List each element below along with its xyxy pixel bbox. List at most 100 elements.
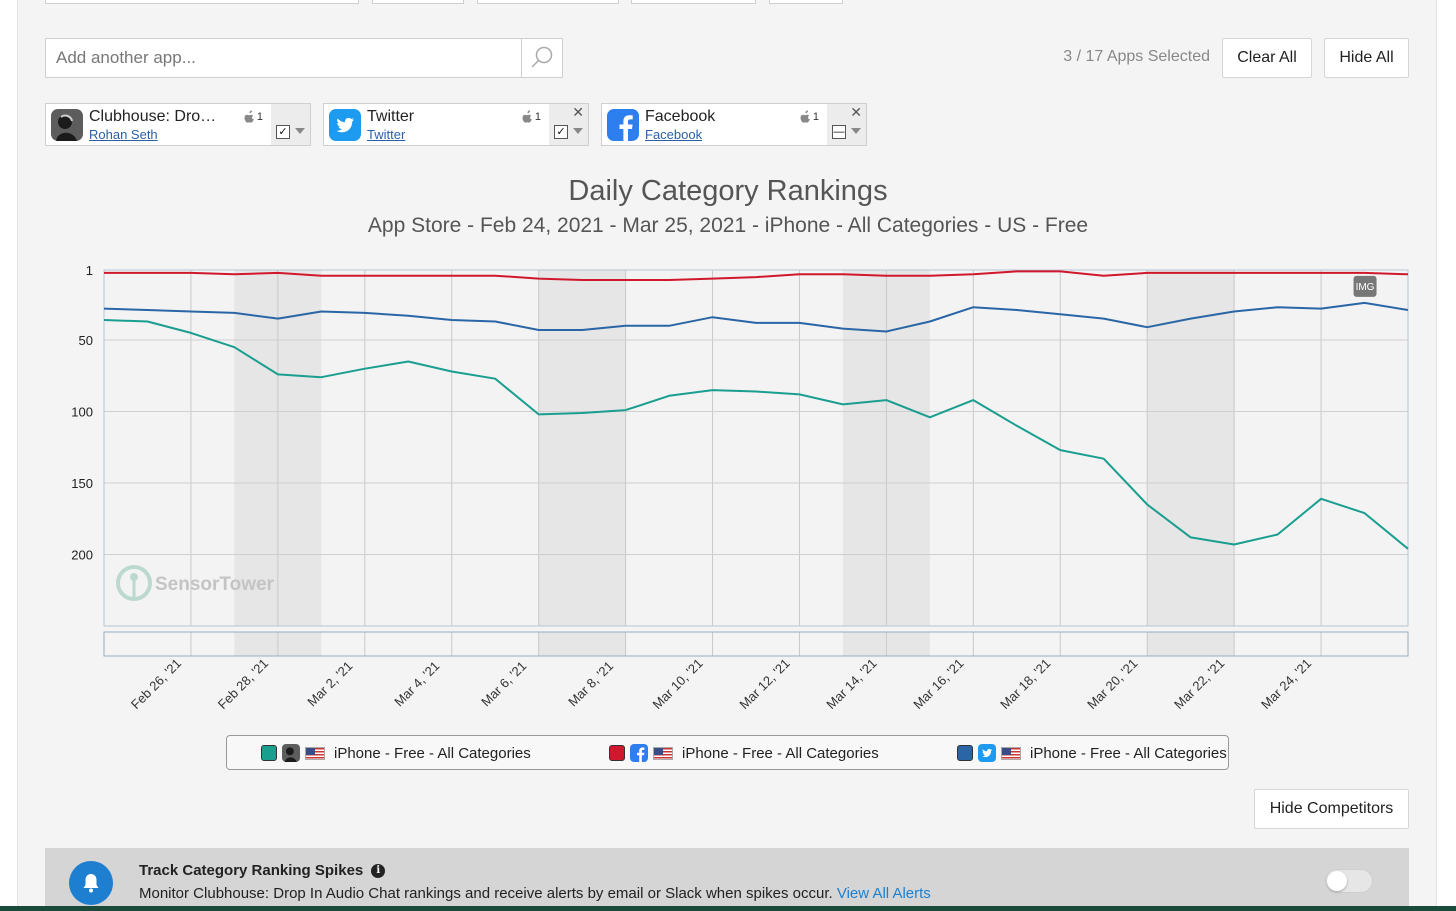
app-name: Twitter — [367, 108, 415, 125]
app-visibility-checkbox[interactable]: ✓ — [276, 125, 290, 139]
app-chip-clubhouse[interactable]: Clubhouse: Dro… Rohan Seth 1 ✓ — [45, 103, 311, 146]
app-store-badge: 1 — [243, 110, 263, 123]
close-icon[interactable]: ✕ — [572, 104, 584, 120]
x-axis-label: Mar 10, '21 — [649, 656, 705, 712]
alert-description: Monitor Clubhouse: Drop In Audio Chat ra… — [139, 885, 931, 902]
us-flag-icon — [653, 746, 673, 760]
store-rank: 1 — [256, 110, 263, 123]
y-axis-label: 100 — [71, 405, 93, 420]
x-axis-label: Mar 18, '21 — [997, 656, 1053, 712]
app-name: Facebook — [645, 108, 716, 125]
app-visibility-checkbox[interactable]: — — [832, 125, 846, 139]
clear-all-button[interactable]: Clear All — [1222, 38, 1312, 78]
app-developer-link[interactable]: Twitter — [367, 127, 406, 142]
y-axis-label: 1 — [86, 263, 93, 278]
page-left-margin — [0, 0, 18, 911]
top-filter-box[interactable] — [477, 0, 619, 4]
app-store-badge: 1 — [799, 110, 819, 123]
apple-icon — [800, 110, 810, 123]
y-axis-label: 50 — [79, 333, 93, 348]
close-icon[interactable]: ✕ — [850, 104, 862, 120]
facebook-app-icon — [607, 109, 639, 141]
top-filter-box[interactable] — [45, 0, 359, 4]
x-axis-label: Mar 4, '21 — [391, 658, 442, 709]
x-axis-label: Mar 16, '21 — [910, 656, 966, 712]
alert-text: Monitor Clubhouse: Drop In Audio Chat ra… — [139, 885, 833, 902]
app-chip-body: Facebook Facebook 1 — [602, 104, 828, 145]
weekend-band — [1147, 270, 1235, 626]
app-chip-twitter[interactable]: Twitter Twitter 1 ✕ ✓ — [323, 103, 589, 146]
search-button[interactable] — [521, 39, 562, 77]
bottom-bar — [0, 906, 1456, 911]
legend-label: iPhone - Free - All Categories — [1030, 744, 1227, 762]
x-axis-label: Mar 8, '21 — [565, 658, 616, 709]
app-store-badge: 1 — [521, 110, 541, 123]
watermark-text: SensorTower — [155, 574, 275, 595]
chart-title: Daily Category Rankings — [568, 175, 888, 207]
us-flag-icon — [305, 746, 325, 760]
hide-all-button[interactable]: Hide All — [1324, 38, 1409, 78]
legend-item-twitter[interactable]: iPhone - Free - All Categories — [957, 744, 1227, 762]
view-all-alerts-link[interactable]: View All Alerts — [836, 885, 931, 902]
chevron-down-icon[interactable] — [295, 128, 305, 134]
y-axis-label: 200 — [71, 548, 93, 563]
legend-label: iPhone - Free - All Categories — [682, 744, 879, 762]
image-marker[interactable] — [1353, 275, 1377, 297]
clubhouse-app-icon — [51, 109, 83, 141]
twitter-app-icon — [978, 744, 996, 762]
series-line-facebook[interactable] — [104, 270, 1409, 281]
info-icon[interactable]: i — [371, 863, 386, 878]
legend-item-facebook[interactable]: iPhone - Free - All Categories — [609, 744, 879, 762]
sensortower-watermark: SensorTower — [116, 565, 275, 601]
app-chip-body: Twitter Twitter 1 — [324, 104, 550, 145]
x-axis-label: Mar 2, '21 — [304, 658, 355, 709]
clubhouse-app-icon — [282, 744, 300, 762]
legend-color-swatch — [957, 745, 973, 761]
legend-label: iPhone - Free - All Categories — [334, 744, 531, 762]
x-axis-label: Feb 28, '21 — [215, 656, 271, 712]
app-visibility-checkbox[interactable]: ✓ — [554, 125, 568, 139]
x-axis-label: Feb 26, '21 — [128, 656, 184, 712]
top-filter-box[interactable] — [372, 0, 464, 4]
x-axis-label: Mar 12, '21 — [736, 656, 792, 712]
app-developer-link[interactable]: Rohan Seth — [89, 127, 158, 142]
image-marker-label: IMG — [1356, 282, 1375, 293]
legend-color-swatch — [261, 745, 277, 761]
x-axis-label: Mar 6, '21 — [478, 658, 529, 709]
store-rank: 1 — [812, 110, 819, 123]
top-filter-box[interactable] — [769, 0, 843, 4]
page-right-margin — [1436, 0, 1456, 911]
app-developer-link[interactable]: Facebook — [645, 127, 703, 142]
apps-selected-count: 3 / 17 Apps Selected — [1063, 48, 1210, 65]
weekend-band — [538, 270, 626, 626]
alert-toggle[interactable] — [1325, 869, 1373, 893]
bell-icon — [69, 861, 113, 905]
alert-title-text: Track Category Ranking Spikes — [139, 862, 364, 879]
ranking-alert-banner: Track Category Ranking Spikes i Monitor … — [45, 848, 1409, 911]
add-app-input[interactable] — [46, 39, 522, 77]
y-axis-label: 150 — [71, 476, 93, 491]
app-chip-controls: ✓ — [271, 104, 310, 145]
app-chip-facebook[interactable]: Facebook Facebook 1 ✕ — — [601, 103, 867, 146]
top-filter-box[interactable] — [631, 0, 756, 4]
app-chip-body: Clubhouse: Dro… Rohan Seth 1 — [46, 104, 272, 145]
navigator-weekend-band — [1147, 632, 1235, 656]
series-line-clubhouse[interactable] — [103, 319, 1409, 550]
store-rank: 1 — [534, 110, 541, 123]
x-axis-label: Mar 20, '21 — [1084, 656, 1140, 712]
us-flag-icon — [1001, 746, 1021, 760]
alert-title: Track Category Ranking Spikes i — [139, 862, 386, 879]
chevron-down-icon[interactable] — [851, 128, 861, 134]
facebook-app-icon — [630, 744, 648, 762]
chevron-down-icon[interactable] — [573, 128, 583, 134]
chart-legend: iPhone - Free - All Categories iPhone - … — [226, 735, 1229, 770]
hide-competitors-button[interactable]: Hide Competitors — [1254, 789, 1409, 829]
chart-navigator[interactable] — [103, 631, 1409, 657]
x-axis-label: Mar 22, '21 — [1171, 656, 1227, 712]
legend-item-clubhouse[interactable]: iPhone - Free - All Categories — [261, 744, 531, 762]
plot-border — [103, 269, 1409, 627]
twitter-app-icon — [329, 109, 361, 141]
app-chip-controls: ✕ ✓ — [549, 104, 588, 145]
series-line-twitter[interactable] — [103, 301, 1409, 333]
